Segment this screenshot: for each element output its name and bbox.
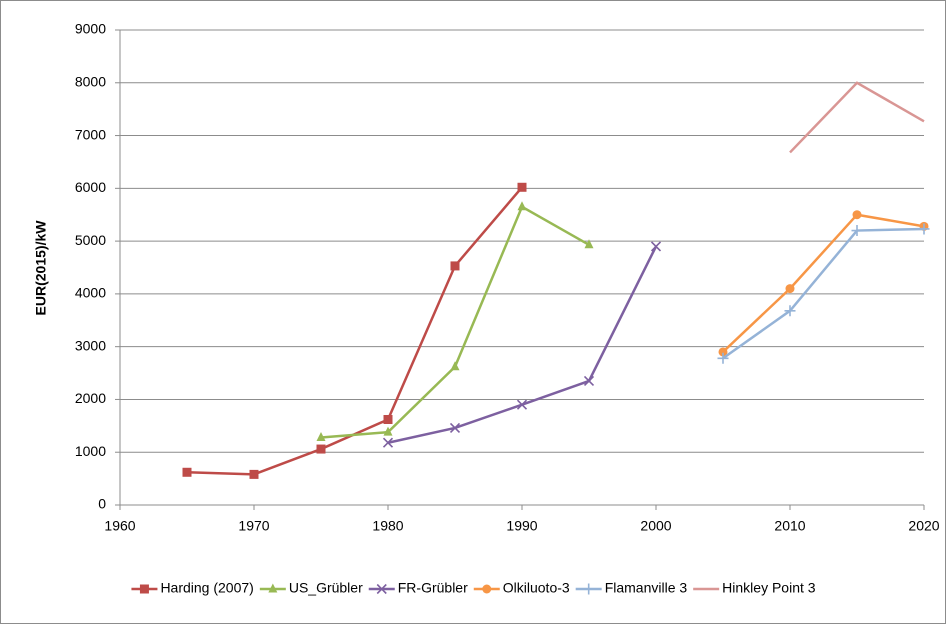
marker bbox=[785, 284, 795, 294]
marker bbox=[918, 223, 930, 235]
marker bbox=[584, 239, 594, 249]
legend-label: Hinkley Point 3 bbox=[722, 580, 816, 596]
y-tick-label: 6000 bbox=[75, 179, 106, 195]
marker bbox=[249, 469, 259, 479]
marker bbox=[583, 375, 595, 387]
marker bbox=[376, 583, 387, 595]
legend-item: US_Grübler bbox=[259, 580, 363, 596]
x-tick-label: 1960 bbox=[104, 518, 135, 534]
x-tick-label: 2010 bbox=[774, 518, 805, 534]
x-tick-label: 1970 bbox=[238, 518, 269, 534]
series-line bbox=[722, 213, 925, 353]
marker bbox=[450, 361, 460, 371]
legend-label: Harding (2007) bbox=[160, 580, 253, 596]
x-tick-label: 1990 bbox=[506, 518, 537, 534]
marker bbox=[383, 415, 393, 424]
marker bbox=[516, 399, 528, 410]
marker bbox=[717, 352, 729, 364]
y-tick-label: 8000 bbox=[75, 73, 106, 89]
y-tick-label: 0 bbox=[98, 496, 106, 512]
marker bbox=[449, 422, 461, 434]
legend: Harding (2007) US_Grübler FR-Grübler Olkilu… bbox=[131, 580, 816, 596]
marker bbox=[182, 467, 192, 477]
legend-label: FR-Grübler bbox=[398, 580, 468, 596]
y-axis-label: EUR(2015)/kW bbox=[33, 220, 49, 316]
marker bbox=[852, 210, 862, 220]
y-tick-label: 1000 bbox=[75, 443, 106, 459]
marker bbox=[383, 426, 393, 436]
x-tick-label: 2020 bbox=[908, 518, 939, 534]
series-line bbox=[789, 81, 925, 154]
marker bbox=[139, 584, 149, 594]
y-tick-label: 7000 bbox=[75, 126, 106, 142]
marker bbox=[517, 201, 527, 211]
marker bbox=[450, 261, 460, 271]
legend-label: US_Grübler bbox=[289, 580, 363, 596]
marker bbox=[583, 583, 595, 595]
legend-item: Olkiluoto-3 bbox=[473, 580, 570, 596]
legend-item: Flamanville 3 bbox=[575, 580, 688, 596]
legend-label: Olkiluoto-3 bbox=[503, 580, 570, 596]
marker bbox=[268, 583, 278, 593]
y-tick-label: 9000 bbox=[75, 21, 106, 37]
marker bbox=[316, 431, 326, 441]
x-tick-label: 2000 bbox=[640, 518, 671, 534]
legend-item: Hinkley Point 3 bbox=[693, 580, 816, 596]
marker bbox=[382, 437, 394, 448]
y-tick-label: 4000 bbox=[75, 285, 106, 301]
legend-item: FR-Grübler bbox=[368, 580, 468, 596]
y-tick-label: 3000 bbox=[75, 337, 106, 353]
x-tick-label: 1980 bbox=[372, 518, 403, 534]
marker bbox=[482, 584, 492, 594]
y-tick-label: 5000 bbox=[75, 232, 106, 248]
marker bbox=[316, 444, 326, 454]
marker bbox=[718, 347, 728, 357]
marker bbox=[851, 225, 863, 237]
legend-item: Harding (2007) bbox=[131, 580, 254, 596]
y-tick-label: 2000 bbox=[75, 390, 106, 406]
legend-label: Flamanville 3 bbox=[605, 580, 688, 596]
series-line bbox=[722, 227, 925, 360]
marker bbox=[784, 305, 796, 317]
marker bbox=[517, 182, 527, 192]
marker bbox=[650, 241, 662, 252]
